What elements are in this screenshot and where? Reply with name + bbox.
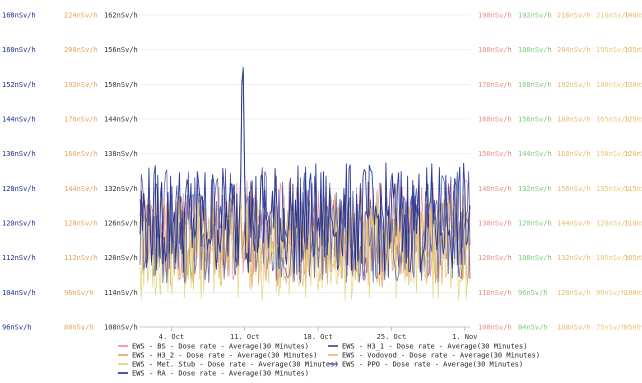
left-axis-tick-label: 156nSv/h bbox=[104, 46, 138, 54]
right-axis-tick-label: 110nSv/h bbox=[624, 220, 642, 228]
left-axis-tick-label: 160nSv/h bbox=[2, 46, 36, 54]
legend-label[interactable]: EWS - RA - Dose rate - Average(30 Minute… bbox=[132, 370, 309, 378]
right-axis-tick-label: 108nSv/h bbox=[557, 324, 591, 332]
left-axis-tick-label: 144nSv/h bbox=[104, 116, 138, 124]
right-axis-tick-label: 105nSv/h bbox=[596, 254, 630, 262]
left-axis-tick-label: 96nSv/h bbox=[64, 289, 94, 297]
left-axis-tick-label: 96nSv/h bbox=[2, 324, 32, 332]
left-axis-tick-label: 128nSv/h bbox=[2, 185, 36, 193]
left-axis-tick-label: 192nSv/h bbox=[64, 81, 98, 89]
left-axis-tick-label: 126nSv/h bbox=[104, 220, 138, 228]
axes: 168nSv/h 160nSv/h 152nSv/h 144nSv/h 136nSv/h… bbox=[2, 12, 642, 332]
right-axis-tick-label: 168nSv/h bbox=[518, 81, 552, 89]
left-axis-tick-label: 152nSv/h bbox=[2, 81, 36, 89]
right-axis-tick-label: 210nSv/h bbox=[596, 12, 630, 20]
right-axis-tick-label: 156nSv/h bbox=[518, 116, 552, 124]
right-axis-tick-label: 144nSv/h bbox=[518, 150, 552, 158]
right-axis-tick-label: 120nSv/h bbox=[518, 220, 552, 228]
x-axis-tick-label: 1. Nov bbox=[452, 333, 477, 341]
right-axis-tick-label: 180nSv/h bbox=[518, 46, 552, 54]
right-axis-tick-label: 100nSv/h bbox=[624, 289, 642, 297]
left-axis-tick-label: 144nSv/h bbox=[2, 116, 36, 124]
legend-label[interactable]: EWS - H3_2 - Dose rate - Average(30 Minu… bbox=[132, 352, 317, 360]
left-axis-tick-label: 168nSv/h bbox=[2, 12, 36, 20]
left-axis-tick-label: 128nSv/h bbox=[64, 220, 98, 228]
legend: EWS - BS - Dose rate - Average(30 Minute… bbox=[118, 343, 540, 378]
left-axis-tick-label: 224nSv/h bbox=[64, 12, 98, 20]
right-axis-tick-label: 180nSv/h bbox=[557, 116, 591, 124]
x-axis-tick-label: 4. Oct bbox=[159, 333, 184, 341]
right-axis-tick-label: 125nSv/h bbox=[624, 116, 642, 124]
x-axis-tick-label: 11. Oct bbox=[230, 333, 260, 341]
right-axis-tick-label: 168nSv/h bbox=[557, 150, 591, 158]
right-axis-tick-label: 100nSv/h bbox=[478, 324, 512, 332]
right-axis-tick-label: 150nSv/h bbox=[478, 150, 512, 158]
right-axis-tick-label: 170nSv/h bbox=[478, 81, 512, 89]
legend-label[interactable]: EWS - Met. Stub - Dose rate - Average(30… bbox=[132, 361, 339, 369]
series-lines bbox=[139, 67, 471, 301]
right-axis-tick-label: 115nSv/h bbox=[624, 185, 642, 193]
legend-label[interactable]: EWS - BS - Dose rate - Average(30 Minute… bbox=[132, 343, 309, 351]
x-axis-ticks: 4. Oct 11. Oct 18. Oct 25. Oct 1. Nov bbox=[159, 327, 477, 341]
left-axis-tick-label: 162nSv/h bbox=[104, 12, 138, 20]
legend-label[interactable]: EWS - PPO - Dose rate - Average(30 Minut… bbox=[342, 361, 523, 369]
left-axis-tick-label: 208nSv/h bbox=[64, 46, 98, 54]
right-axis-tick-label: 120nSv/h bbox=[557, 289, 591, 297]
left-axis-tick-label: 120nSv/h bbox=[104, 254, 138, 262]
left-axis-tick-label: 160nSv/h bbox=[64, 150, 98, 158]
right-axis-tick-label: 105nSv/h bbox=[624, 254, 642, 262]
right-axis-tick-label: 130nSv/h bbox=[624, 81, 642, 89]
left-axis-tick-label: 108nSv/h bbox=[104, 324, 138, 332]
right-axis-tick-label: 195nSv/h bbox=[596, 46, 630, 54]
right-axis-tick-label: 120nSv/h bbox=[596, 220, 630, 228]
left-axis-tick-label: 114nSv/h bbox=[104, 289, 138, 297]
right-axis-tick-label: 135nSv/h bbox=[596, 185, 630, 193]
right-axis-tick-label: 180nSv/h bbox=[478, 46, 512, 54]
legend-label[interactable]: EWS - H3_1 - Dose rate - Average(30 Minu… bbox=[342, 343, 527, 351]
x-axis-tick-label: 25. Oct bbox=[377, 333, 407, 341]
right-axis-tick-label: 90nSv/h bbox=[596, 289, 626, 297]
right-axis-tick-label: 190nSv/h bbox=[478, 12, 512, 20]
series-line bbox=[139, 67, 471, 275]
right-axis-tick-label: 132nSv/h bbox=[518, 185, 552, 193]
right-axis-tick-label: 144nSv/h bbox=[557, 220, 591, 228]
left-axis-tick-label: 104nSv/h bbox=[2, 289, 36, 297]
right-axis-tick-label: 120nSv/h bbox=[624, 150, 642, 158]
right-axis-tick-label: 150nSv/h bbox=[596, 150, 630, 158]
right-axis-tick-label: 156nSv/h bbox=[557, 185, 591, 193]
left-axis-tick-label: 176nSv/h bbox=[64, 116, 98, 124]
left-axis-tick-label: 132nSv/h bbox=[104, 185, 138, 193]
right-axis-tick-label: 204nSv/h bbox=[557, 46, 591, 54]
right-axis-tick-label: 180nSv/h bbox=[596, 81, 630, 89]
left-axis-tick-label: 144nSv/h bbox=[64, 185, 98, 193]
right-axis-tick-label: 165nSv/h bbox=[596, 116, 630, 124]
right-axis-tick-label: 120nSv/h bbox=[478, 254, 512, 262]
right-axis-tick-label: 110nSv/h bbox=[478, 289, 512, 297]
right-axis-tick-label: 132nSv/h bbox=[557, 254, 591, 262]
right-axis-tick-label: 160nSv/h bbox=[478, 116, 512, 124]
left-axis-tick-label: 80nSv/h bbox=[64, 324, 94, 332]
left-axis-tick-label: 136nSv/h bbox=[2, 150, 36, 158]
right-axis-tick-label: 140nSv/h bbox=[478, 185, 512, 193]
right-axis-tick-label: 108nSv/h bbox=[518, 254, 552, 262]
left-axis-tick-label: 138nSv/h bbox=[104, 150, 138, 158]
left-axis-tick-label: 112nSv/h bbox=[2, 254, 36, 262]
left-axis-tick-label: 150nSv/h bbox=[104, 81, 138, 89]
right-axis-tick-label: 84nSv/h bbox=[518, 324, 548, 332]
x-axis-tick-label: 18. Oct bbox=[303, 333, 333, 341]
right-axis-tick-label: 95nSv/h bbox=[624, 324, 642, 332]
right-axis-tick-label: 140nSv/h bbox=[624, 12, 642, 20]
right-axis-tick-label: 130nSv/h bbox=[478, 220, 512, 228]
legend-label[interactable]: EWS - Vodovod - Dose rate - Average(30 M… bbox=[342, 352, 540, 360]
left-axis-tick-label: 120nSv/h bbox=[2, 220, 36, 228]
right-axis-tick-label: 135nSv/h bbox=[624, 46, 642, 54]
right-axis-tick-label: 75nSv/h bbox=[596, 324, 626, 332]
left-axis-tick-label: 112nSv/h bbox=[64, 254, 98, 262]
right-axis-tick-label: 192nSv/h bbox=[518, 12, 552, 20]
right-axis-tick-label: 96nSv/h bbox=[518, 289, 548, 297]
right-axis-tick-label: 192nSv/h bbox=[557, 81, 591, 89]
right-axis-tick-label: 216nSv/h bbox=[557, 12, 591, 20]
